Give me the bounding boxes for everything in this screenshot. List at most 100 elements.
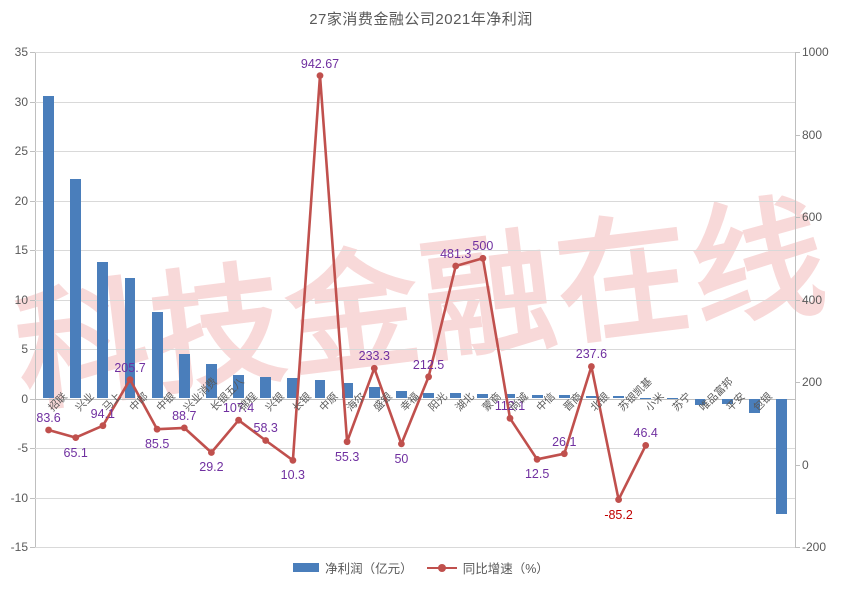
data-label: -85.2 <box>604 507 633 522</box>
legend-item-growth[interactable]: 同比增速（%） <box>426 558 549 577</box>
bar[interactable] <box>341 382 353 399</box>
bar[interactable] <box>640 398 652 399</box>
line-marker[interactable] <box>452 262 460 270</box>
tick-mark <box>30 200 35 202</box>
bar[interactable] <box>613 396 624 399</box>
line-marker[interactable] <box>72 434 80 441</box>
y-axis-left-tick-label: -10 <box>10 490 28 505</box>
line-marker[interactable] <box>533 455 541 463</box>
y-axis-right-tick-label: 0 <box>802 457 809 472</box>
tick-mark <box>30 101 35 103</box>
data-label: 12.5 <box>524 467 550 482</box>
line-marker[interactable] <box>615 496 622 503</box>
legend-item-net-profit[interactable]: 净利润（亿元） <box>293 558 413 577</box>
bar[interactable] <box>396 390 407 399</box>
bar[interactable] <box>124 277 136 399</box>
y-axis-left-tick-label: 5 <box>21 342 28 356</box>
grid-line <box>35 547 795 548</box>
bar[interactable] <box>748 398 760 414</box>
grid-line <box>35 250 795 251</box>
y-axis-right-tick-label: 400 <box>802 292 823 307</box>
grid-line <box>35 52 795 53</box>
bar-swatch-icon <box>293 563 320 572</box>
tick-mark <box>795 134 800 136</box>
line-marker[interactable] <box>262 437 270 444</box>
bar[interactable] <box>558 395 570 399</box>
grid-line <box>35 151 795 152</box>
data-label: 233.3 <box>358 349 390 364</box>
grid-line <box>35 349 795 350</box>
y-axis-right-tick-label: -200 <box>802 540 827 554</box>
tick-mark <box>795 464 800 466</box>
bar[interactable] <box>43 95 54 399</box>
data-label: 237.6 <box>575 347 608 362</box>
line-marker[interactable] <box>425 373 432 381</box>
bar[interactable] <box>260 376 272 399</box>
bar[interactable] <box>450 393 462 399</box>
line-marker[interactable] <box>45 426 52 434</box>
tick-mark <box>30 398 35 400</box>
bar[interactable] <box>586 395 597 399</box>
bar[interactable] <box>694 398 706 406</box>
data-label: 500 <box>472 239 494 254</box>
bar[interactable] <box>531 394 543 399</box>
data-label: 29.2 <box>199 460 224 475</box>
tick-mark <box>30 52 35 53</box>
line-marker[interactable] <box>235 416 243 424</box>
data-label: 212.5 <box>412 357 445 372</box>
line-marker[interactable] <box>153 425 161 433</box>
grid-line <box>35 101 795 103</box>
line-marker[interactable] <box>642 442 650 449</box>
bar[interactable] <box>233 374 244 399</box>
bar[interactable] <box>314 379 326 399</box>
bar[interactable] <box>178 353 190 399</box>
line-marker[interactable] <box>208 449 215 456</box>
tick-mark <box>795 547 800 548</box>
y-axis-right-tick-label: 800 <box>802 127 823 142</box>
tick-mark <box>30 547 35 548</box>
line-marker[interactable] <box>99 422 107 430</box>
data-label: 942.67 <box>300 56 340 71</box>
grid-line <box>35 299 795 301</box>
bar[interactable] <box>97 261 109 399</box>
y-axis-left-tick-label: 0 <box>21 391 28 406</box>
bar[interactable] <box>368 386 380 399</box>
tick-mark <box>30 250 35 251</box>
line-marker[interactable] <box>343 438 351 446</box>
line-marker[interactable] <box>479 254 487 262</box>
grid-line <box>35 497 795 499</box>
line-marker[interactable] <box>560 450 568 458</box>
data-label: 26.1 <box>552 434 577 449</box>
y-axis-left-tick-label: 25 <box>14 144 28 158</box>
bar[interactable] <box>423 392 434 399</box>
bar[interactable] <box>287 377 299 399</box>
grid-line <box>35 448 795 449</box>
bar[interactable] <box>477 393 489 399</box>
y-axis-left-tick-label: 35 <box>14 45 28 59</box>
data-label: 58.3 <box>253 421 278 436</box>
tick-mark <box>30 448 35 449</box>
y-axis-left-tick-label: 20 <box>14 193 28 208</box>
tick-mark <box>795 52 800 53</box>
legend-label-growth: 同比增速（%） <box>462 562 549 576</box>
tick-mark <box>30 349 35 350</box>
bar[interactable] <box>206 363 217 399</box>
line-marker[interactable] <box>506 414 514 422</box>
data-label: 83.6 <box>36 411 61 425</box>
bar[interactable] <box>70 178 82 399</box>
line-marker[interactable] <box>180 424 188 432</box>
bar[interactable] <box>151 312 163 399</box>
bar[interactable] <box>667 398 679 400</box>
line-marker[interactable] <box>316 72 324 79</box>
bar[interactable] <box>776 398 787 515</box>
line-marker[interactable] <box>588 363 595 370</box>
line-marker[interactable] <box>370 364 378 372</box>
line-marker[interactable] <box>289 456 297 464</box>
bar[interactable] <box>504 394 516 399</box>
tick-mark <box>30 151 35 152</box>
line-marker[interactable] <box>398 440 405 448</box>
bar[interactable] <box>721 398 733 405</box>
line-marker[interactable] <box>126 376 134 383</box>
